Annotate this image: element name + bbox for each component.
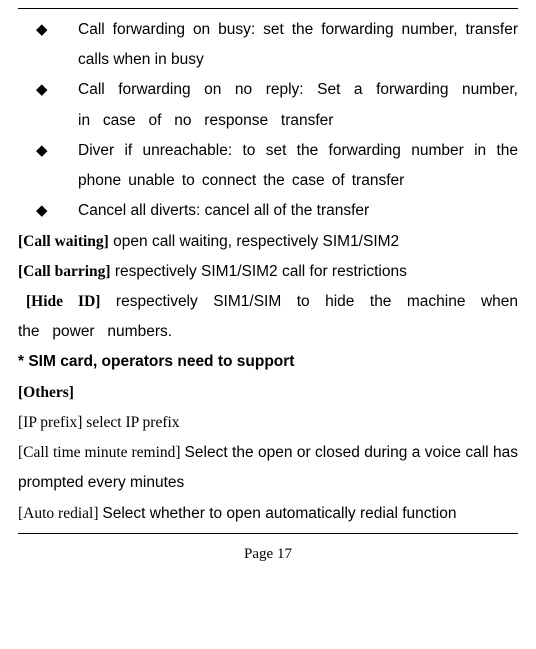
others-label: [Others] [18, 384, 74, 401]
list-item: ◆ Diver if unreachable: to set the forwa… [18, 136, 518, 196]
page-content: ◆ Call forwarding on busy: set the forwa… [18, 15, 518, 529]
call-barring-text: respectively SIM1/SIM2 call for restrict… [111, 263, 407, 280]
list-item: ◆ Cancel all diverts: cancel all of the … [18, 196, 518, 226]
hide-id-label: [Hide ID] [26, 293, 100, 310]
auto-redial-text: Select whether to open automatically red… [102, 505, 456, 522]
bullet-text: Cancel all diverts: cancel all of the tr… [78, 196, 518, 226]
bullet-list: ◆ Call forwarding on busy: set the forwa… [18, 15, 518, 227]
bullet-text: Call forwarding on no reply: Set a forwa… [78, 75, 518, 135]
bullet-text: Diver if unreachable: to set the forward… [78, 136, 518, 196]
auto-redial-line: [Auto redial] Select whether to open aut… [18, 499, 518, 529]
list-item: ◆ Call forwarding on no reply: Set a for… [18, 75, 518, 135]
diamond-bullet-icon: ◆ [18, 15, 78, 44]
diamond-bullet-icon: ◆ [18, 75, 78, 104]
ip-prefix-label: [IP prefix] [18, 414, 86, 431]
diamond-bullet-icon: ◆ [18, 196, 78, 225]
list-item: ◆ Call forwarding on busy: set the forwa… [18, 15, 518, 75]
call-waiting-text: open call waiting, respectively SIM1/SIM… [109, 233, 399, 250]
ip-prefix-line: [IP prefix] select IP prefix [18, 408, 518, 438]
call-barring-label: [Call barring] [18, 263, 111, 280]
diamond-bullet-icon: ◆ [18, 136, 78, 165]
auto-redial-label: [Auto redial] [18, 505, 102, 522]
call-time-line: [Call time minute remind] Select the ope… [18, 438, 518, 498]
page-number: Page 17 [18, 546, 518, 563]
bottom-rule [18, 533, 518, 534]
others-heading: [Others] [18, 378, 518, 408]
bullet-text: Call forwarding on busy: set the forward… [78, 15, 518, 75]
call-time-label: [Call time minute remind] [18, 444, 185, 461]
call-waiting-line: [Call waiting] open call waiting, respec… [18, 227, 518, 257]
hide-id-line: [Hide ID] respectively SIM1/SIM to hide … [18, 287, 518, 347]
sim-note: * SIM card, operators need to support [18, 347, 518, 377]
call-barring-line: [Call barring] respectively SIM1/SIM2 ca… [18, 257, 518, 287]
top-rule [18, 8, 518, 9]
ip-prefix-text: select IP prefix [86, 414, 179, 431]
call-waiting-label: [Call waiting] [18, 233, 109, 250]
